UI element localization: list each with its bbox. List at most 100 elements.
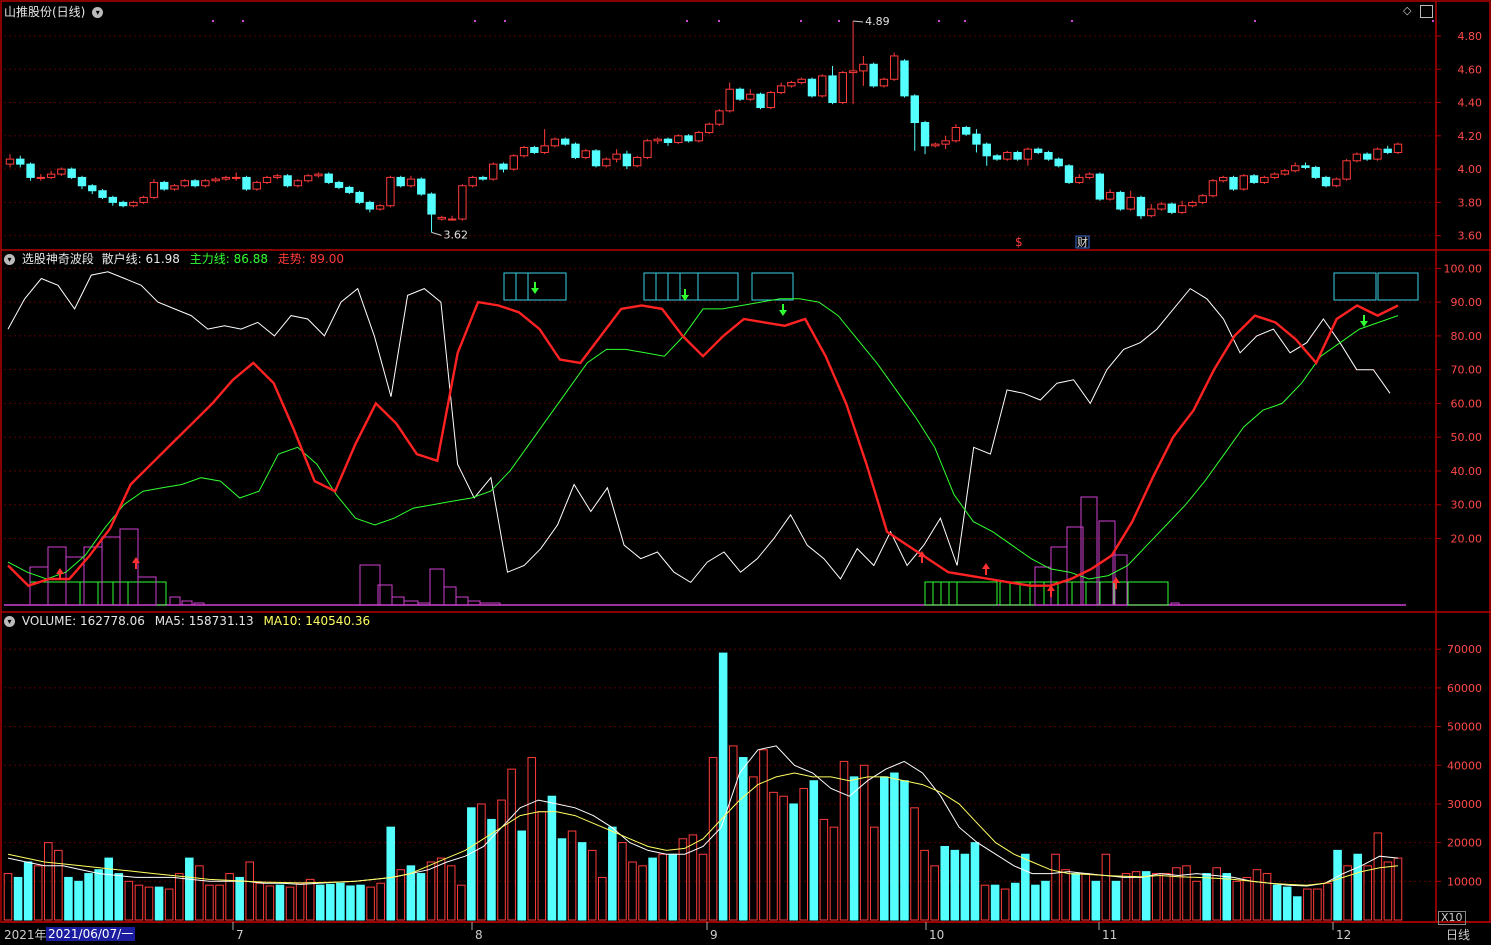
candle-body xyxy=(818,75,827,97)
candle-body xyxy=(1198,195,1207,203)
volume-bar xyxy=(1272,884,1282,921)
candle-body xyxy=(1352,153,1362,162)
indicator-header: ▾ 选股神奇波段 散户线: 61.98 主力线: 86.88 走势: 89.00 xyxy=(4,252,344,266)
candle-body xyxy=(437,216,447,220)
candlestick xyxy=(848,20,858,105)
volume-bar xyxy=(779,795,788,921)
candle-body xyxy=(1321,176,1331,187)
volume-bar xyxy=(23,861,33,921)
candle-body xyxy=(838,72,848,104)
histogram-bar xyxy=(479,602,501,606)
histogram-bar xyxy=(1080,496,1098,606)
candlestick xyxy=(1085,172,1094,180)
candle-body xyxy=(787,82,796,87)
histogram-bar xyxy=(169,596,181,606)
diamond-icon[interactable]: ◇ xyxy=(1403,4,1412,17)
candle-body xyxy=(396,176,405,187)
candle-body xyxy=(622,153,632,167)
candle-body xyxy=(715,110,724,125)
candlestick xyxy=(396,175,405,188)
event-dot xyxy=(718,20,720,22)
histogram-bar xyxy=(119,528,139,606)
chevron-down-icon[interactable]: ▾ xyxy=(92,7,104,18)
candlestick xyxy=(1249,174,1259,185)
ma5-value: 158731.13 xyxy=(188,614,254,628)
candle-body xyxy=(1033,148,1043,153)
volume-bar xyxy=(1172,867,1181,921)
month-label: 11 xyxy=(1102,928,1117,942)
up-arrow-icon xyxy=(918,551,926,563)
candlestick xyxy=(776,82,786,95)
candlestick xyxy=(581,149,590,160)
candlestick xyxy=(406,175,416,188)
signal-box-top xyxy=(527,272,567,301)
candle-body xyxy=(1095,173,1105,200)
volume-bar xyxy=(33,865,43,921)
candlestick xyxy=(509,154,518,171)
candlestick xyxy=(1126,190,1135,211)
volume-header: ▾ VOLUME: 162778.06 MA5: 158731.13 MA10:… xyxy=(4,614,370,628)
volume-bar xyxy=(114,873,124,921)
candlestick xyxy=(118,200,128,208)
volume-bar xyxy=(1141,871,1151,921)
candle-body xyxy=(447,218,457,221)
chevron-down-icon[interactable]: ▾ xyxy=(4,254,15,265)
candle-body xyxy=(1136,196,1146,217)
volume-bar xyxy=(275,884,285,921)
up-arrow-icon xyxy=(56,568,64,580)
candlestick xyxy=(57,167,66,176)
candle-body xyxy=(1301,165,1310,168)
y-tick-label: 40.00 xyxy=(1451,465,1483,478)
volume-bar xyxy=(185,857,194,921)
candlestick xyxy=(1332,177,1341,188)
candle-body xyxy=(252,181,261,190)
candle-body xyxy=(1044,151,1053,160)
candle-body xyxy=(1342,160,1351,180)
candle-body xyxy=(1393,143,1403,153)
candlestick xyxy=(67,167,76,180)
up-arrow-icon xyxy=(1112,577,1120,589)
candlestick xyxy=(26,162,35,181)
candle-body xyxy=(314,173,323,177)
candle-body xyxy=(941,140,950,145)
histogram-bar xyxy=(193,602,205,606)
candle-body xyxy=(848,70,858,74)
candlestick xyxy=(992,154,1002,161)
volume-bar xyxy=(245,861,255,921)
volume-bar xyxy=(497,799,506,921)
window-toggle-icon[interactable] xyxy=(1420,5,1433,18)
signal-box xyxy=(940,581,950,606)
period-label[interactable]: 日线 xyxy=(1446,928,1471,942)
volume-bar xyxy=(930,865,939,921)
candlestick xyxy=(694,130,704,143)
volume-bar xyxy=(1000,888,1010,921)
candle-body xyxy=(1003,151,1012,160)
candlestick xyxy=(334,180,344,190)
y-tick-label: 4.40 xyxy=(1458,97,1483,110)
signal-box-top xyxy=(643,272,657,301)
candlestick xyxy=(1270,172,1279,180)
volume-bar xyxy=(1282,886,1292,921)
candlestick xyxy=(293,179,303,188)
candlestick xyxy=(622,150,632,170)
candlestick xyxy=(365,200,375,213)
signal-box xyxy=(1099,581,1115,606)
volume-bar xyxy=(1353,853,1362,921)
chevron-down-icon[interactable]: ▾ xyxy=(4,616,15,627)
candle-body xyxy=(961,127,971,135)
candle-body xyxy=(910,95,919,124)
signal-box-top xyxy=(697,272,739,301)
volume-bar xyxy=(225,873,234,921)
volume-bar xyxy=(869,826,879,921)
candle-body xyxy=(98,190,107,198)
volume-bar xyxy=(94,869,103,921)
candlestick xyxy=(890,52,899,81)
candlestick xyxy=(715,109,724,126)
candlestick xyxy=(591,149,601,168)
candlestick xyxy=(375,204,385,211)
candle-body xyxy=(149,181,159,198)
y-tick-label: 50000 xyxy=(1447,721,1482,734)
candlestick xyxy=(1229,175,1238,191)
volume-bar xyxy=(970,842,980,921)
histogram-bar xyxy=(429,568,445,606)
